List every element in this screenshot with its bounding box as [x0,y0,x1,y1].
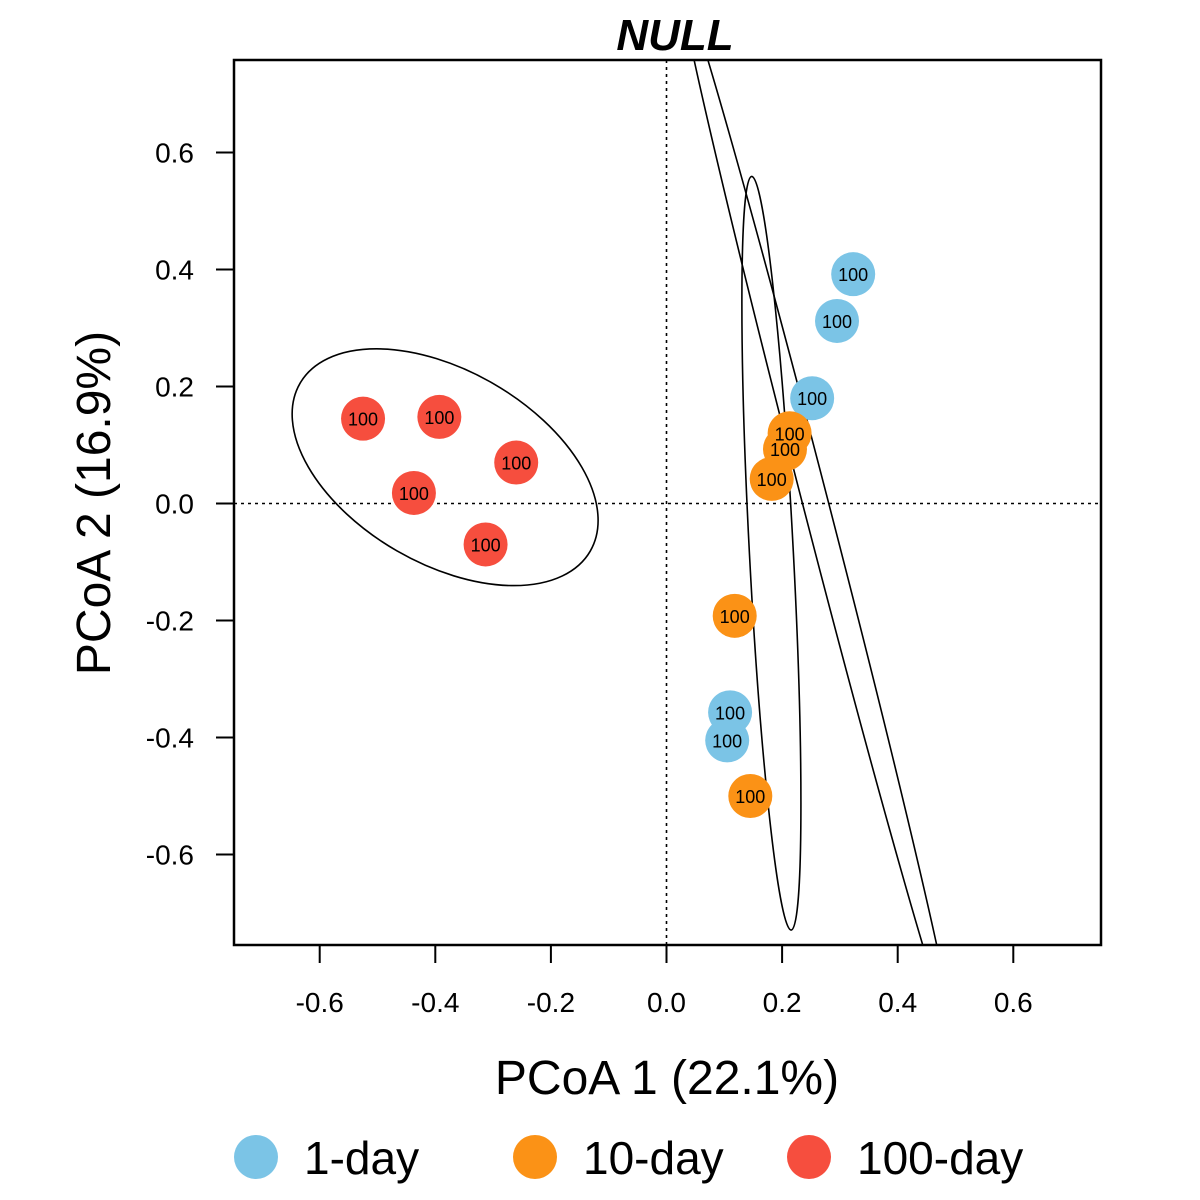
point-label-10-day-5: 100 [735,787,765,807]
x-axis: -0.6 -0.4 -0.2 0.0 0.2 0.4 0.6 [296,945,1033,1018]
point-100-day-5 [463,522,508,567]
y-axis-title: PCoA 2 (16.9%) [68,331,121,675]
x-axis-title: PCoA 1 (22.1%) [495,1052,839,1105]
y-tick-label: 0.4 [155,255,194,286]
point-100-day-4 [391,470,436,515]
y-tick-label: -0.6 [146,840,194,871]
x-tick-label: -0.2 [527,987,575,1018]
point-label-1-day-1: 100 [838,265,868,285]
legend: 1-day 10-day 100-day [234,1132,1023,1184]
point-label-100-day-5: 100 [471,535,501,555]
point-1-day-5 [705,718,750,763]
point-10-day-5 [728,774,773,818]
point-label-1-day-4: 100 [715,703,745,723]
legend-marker-1-day [234,1135,278,1179]
point-label-100-day-3: 100 [501,454,531,474]
x-tick-label: 0.2 [763,987,802,1018]
legend-label-100-day: 100-day [857,1132,1023,1184]
point-label-100-day-2: 100 [424,408,454,428]
ellipse-10-day [741,175,802,931]
point-label-1-day-5: 100 [712,731,742,751]
y-tick-label: 0.0 [155,489,194,520]
point-100-day-1 [341,396,386,441]
point-1-day-3 [790,376,835,421]
legend-marker-100-day [787,1135,831,1179]
y-tick-label: 0.2 [155,372,194,403]
y-tick-label: -0.2 [146,606,194,637]
point-label-100-day-1: 100 [348,410,378,430]
point-label-100-day-4: 100 [399,484,429,504]
x-tick-label: 0.6 [994,987,1033,1018]
x-tick-label: -0.6 [296,987,344,1018]
legend-label-1-day: 1-day [304,1132,419,1184]
ellipse-100-day [291,348,599,587]
point-label-10-day-4: 100 [720,607,750,627]
point-100-day-2 [417,394,462,439]
point-1-day-2 [815,298,860,343]
y-axis: -0.6 -0.4 -0.2 0.0 0.2 0.4 0.6 [146,138,234,871]
x-tick-label: -0.4 [411,987,459,1018]
point-label-10-day-1: 100 [775,424,805,444]
point-label-10-day-2: 100 [770,440,800,460]
point-100-day-3 [494,440,539,485]
x-tick-label: 0.0 [647,987,686,1018]
point-label-1-day-2: 100 [822,312,852,332]
point-label-1-day-3: 100 [797,389,827,409]
point-10-day-4 [712,593,757,638]
confidence-ellipses [291,60,952,945]
point-1-day-1 [831,252,876,297]
ellipse-1-day [679,60,952,945]
legend-label-10-day: 10-day [583,1132,724,1184]
y-tick-label: 0.6 [155,138,194,169]
x-tick-label: 0.4 [878,987,917,1018]
y-tick-label: -0.4 [146,723,194,754]
point-label-10-day-3: 100 [757,470,787,490]
legend-marker-10-day [513,1135,557,1179]
plot-frame [232,58,1103,947]
reference-lines [234,60,1101,945]
chart-title: NULL [616,11,733,60]
point-10-day-3 [749,456,794,501]
